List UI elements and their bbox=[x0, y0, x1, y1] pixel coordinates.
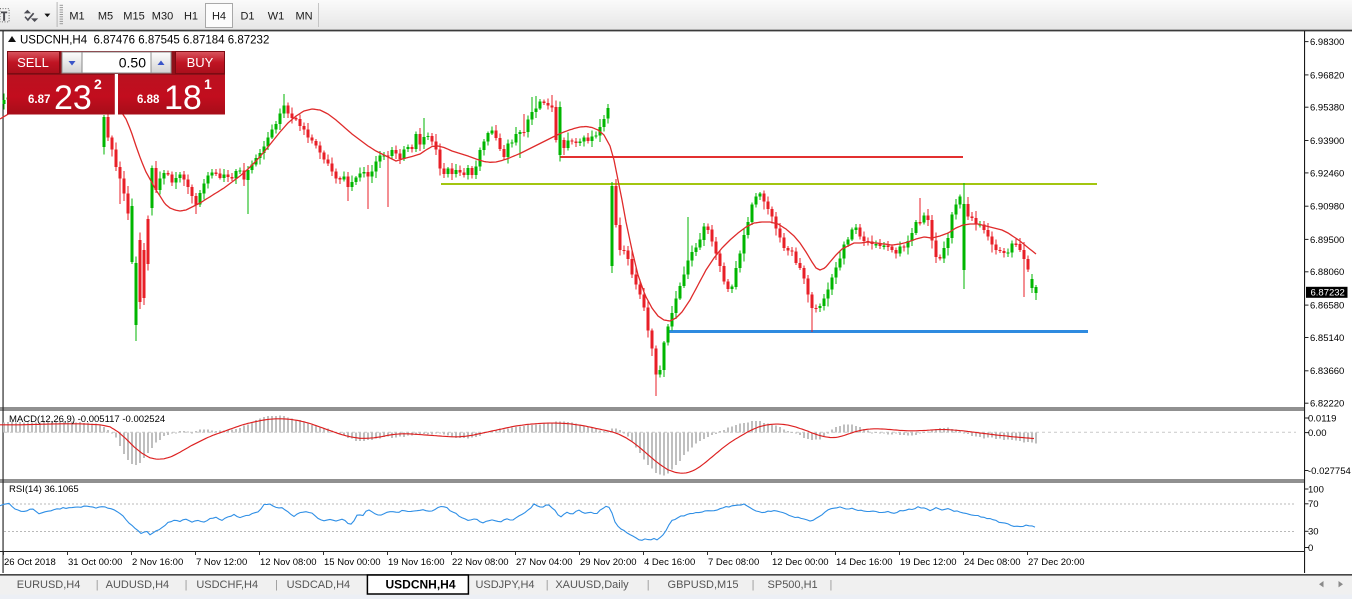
svg-text:6.96820: 6.96820 bbox=[1310, 70, 1344, 81]
svg-text:2: 2 bbox=[94, 76, 102, 92]
svg-text:H4: H4 bbox=[212, 11, 226, 23]
svg-text:|: | bbox=[752, 579, 755, 591]
svg-text:4 Dec 16:00: 4 Dec 16:00 bbox=[644, 557, 695, 568]
svg-text:12 Dec 00:00: 12 Dec 00:00 bbox=[772, 557, 829, 568]
svg-text:6.89500: 6.89500 bbox=[1310, 235, 1344, 246]
svg-text:USDCAD,H4: USDCAD,H4 bbox=[287, 579, 351, 591]
svg-text:27 Dec 20:00: 27 Dec 20:00 bbox=[1028, 557, 1085, 568]
svg-text:H1: H1 bbox=[184, 11, 198, 23]
svg-text:6.88: 6.88 bbox=[137, 94, 160, 106]
svg-text:6.90980: 6.90980 bbox=[1310, 202, 1344, 213]
svg-text:18: 18 bbox=[164, 79, 202, 117]
svg-text:MACD(12,26,9) -0.005117 -0.002: MACD(12,26,9) -0.005117 -0.002524 bbox=[9, 414, 165, 425]
svg-text:6.87232: 6.87232 bbox=[1311, 288, 1345, 299]
svg-text:19 Nov 16:00: 19 Nov 16:00 bbox=[388, 557, 445, 568]
svg-text:|: | bbox=[96, 579, 99, 591]
svg-text:7 Dec 08:00: 7 Dec 08:00 bbox=[708, 557, 759, 568]
svg-text:29 Nov 20:00: 29 Nov 20:00 bbox=[580, 557, 637, 568]
svg-text:0.0119: 0.0119 bbox=[1308, 413, 1336, 424]
svg-text:6.82220: 6.82220 bbox=[1310, 399, 1344, 410]
svg-text:6.86580: 6.86580 bbox=[1310, 301, 1344, 312]
svg-text:6.85140: 6.85140 bbox=[1310, 333, 1344, 344]
svg-text:EURUSD,H4: EURUSD,H4 bbox=[17, 579, 81, 591]
svg-text:24 Dec 08:00: 24 Dec 08:00 bbox=[964, 557, 1021, 568]
svg-text:0.00: 0.00 bbox=[1308, 428, 1327, 439]
svg-text:27 Nov 04:00: 27 Nov 04:00 bbox=[516, 557, 573, 568]
svg-text:6.83660: 6.83660 bbox=[1310, 366, 1344, 377]
svg-text:15 Nov 00:00: 15 Nov 00:00 bbox=[324, 557, 381, 568]
svg-text:1: 1 bbox=[204, 76, 212, 92]
svg-text:12 Nov 08:00: 12 Nov 08:00 bbox=[260, 557, 317, 568]
svg-text:MN: MN bbox=[295, 11, 312, 23]
svg-text:23: 23 bbox=[54, 79, 92, 117]
svg-text:70: 70 bbox=[1308, 499, 1319, 510]
svg-text:RSI(14) 36.1065: RSI(14) 36.1065 bbox=[9, 484, 79, 495]
svg-text:30: 30 bbox=[1308, 527, 1319, 538]
svg-text:7 Nov 12:00: 7 Nov 12:00 bbox=[196, 557, 247, 568]
svg-text:|: | bbox=[546, 579, 549, 591]
svg-text:USDJPY,H4: USDJPY,H4 bbox=[475, 579, 534, 591]
svg-text:2 Nov 16:00: 2 Nov 16:00 bbox=[132, 557, 183, 568]
svg-text:M5: M5 bbox=[98, 11, 113, 23]
svg-text:6.87: 6.87 bbox=[28, 94, 50, 106]
svg-text:-0.027754: -0.027754 bbox=[1308, 466, 1351, 477]
svg-text:6.95380: 6.95380 bbox=[1310, 103, 1344, 114]
svg-text:M1: M1 bbox=[69, 11, 84, 23]
svg-text:14 Dec 16:00: 14 Dec 16:00 bbox=[836, 557, 893, 568]
svg-text:M15: M15 bbox=[123, 11, 144, 23]
svg-text:|: | bbox=[275, 579, 278, 591]
svg-text:SELL: SELL bbox=[17, 55, 49, 70]
svg-text:W1: W1 bbox=[268, 11, 285, 23]
svg-text:6.93900: 6.93900 bbox=[1310, 136, 1344, 147]
svg-text:GBPUSD,M15: GBPUSD,M15 bbox=[668, 579, 739, 591]
svg-text:D1: D1 bbox=[240, 11, 254, 23]
svg-text:|: | bbox=[185, 579, 188, 591]
svg-text:SP500,H1: SP500,H1 bbox=[768, 579, 818, 591]
svg-text:|: | bbox=[647, 579, 650, 591]
svg-text:19 Dec 12:00: 19 Dec 12:00 bbox=[900, 557, 957, 568]
svg-text:22 Nov 08:00: 22 Nov 08:00 bbox=[452, 557, 509, 568]
svg-text:|: | bbox=[830, 579, 833, 591]
svg-text:26 Oct 2018: 26 Oct 2018 bbox=[4, 557, 56, 568]
svg-text:USDCHF,H4: USDCHF,H4 bbox=[196, 579, 258, 591]
svg-text:0.50: 0.50 bbox=[119, 55, 146, 71]
svg-text:BUY: BUY bbox=[187, 55, 214, 70]
svg-text:6.88060: 6.88060 bbox=[1310, 267, 1344, 278]
svg-text:USDCNH,H4 6.87476 6.87545 6.8: USDCNH,H4 6.87476 6.87545 6.87184 6.8723… bbox=[20, 35, 269, 47]
svg-text:31 Oct 00:00: 31 Oct 00:00 bbox=[68, 557, 122, 568]
svg-text:0: 0 bbox=[1308, 543, 1313, 554]
svg-text:XAUUSD,Daily: XAUUSD,Daily bbox=[555, 579, 629, 591]
svg-text:6.98300: 6.98300 bbox=[1310, 37, 1344, 48]
svg-text:6.92460: 6.92460 bbox=[1310, 168, 1344, 179]
svg-text:100: 100 bbox=[1308, 484, 1324, 495]
svg-text:M30: M30 bbox=[152, 11, 173, 23]
svg-text:AUDUSD,H4: AUDUSD,H4 bbox=[106, 579, 170, 591]
svg-text:USDCNH,H4: USDCNH,H4 bbox=[385, 578, 455, 592]
